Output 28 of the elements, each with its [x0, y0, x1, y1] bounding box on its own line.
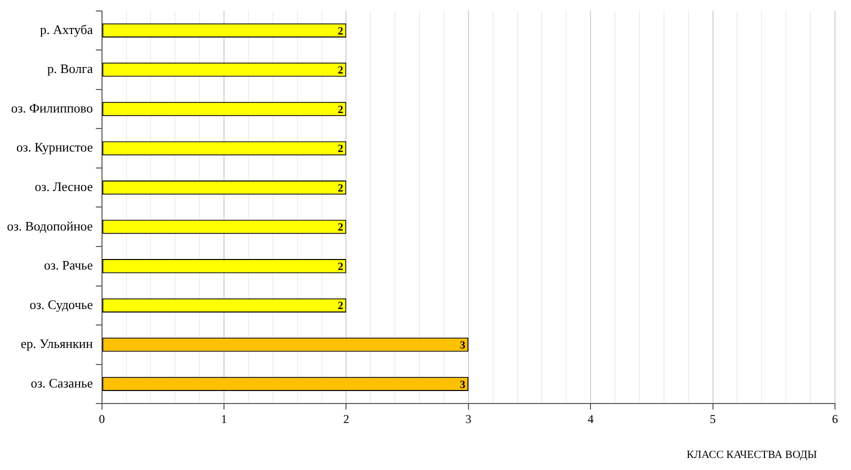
y-tick-label: оз. Филиппово [11, 100, 93, 116]
data-label: 2 [338, 64, 344, 77]
y-tick-label: оз. Сазанье [30, 375, 94, 390]
data-label: 2 [338, 143, 344, 156]
x-tick-label: 1 [221, 412, 228, 426]
x-tick-label: 5 [710, 412, 716, 426]
data-label: 2 [338, 25, 344, 38]
y-tick-label: оз. Курнистое [16, 140, 94, 155]
data-label: 2 [338, 222, 344, 234]
y-tick-label: оз. Водопойное [6, 218, 94, 234]
data-label: 3 [460, 378, 466, 391]
x-tick-label: 3 [465, 412, 472, 426]
x-tick-label: 0 [98, 412, 105, 426]
data-label: 2 [338, 260, 344, 273]
data-label: 2 [338, 104, 344, 116]
y-tick-label: оз. Рачье [44, 258, 94, 273]
y-tick-label: р. Волга [47, 61, 94, 76]
data-label: 2 [338, 300, 344, 312]
data-label: 3 [460, 340, 466, 352]
x-tick-label: 2 [343, 412, 350, 426]
y-tick-label: оз. Судочье [30, 296, 94, 312]
data-label: 2 [338, 182, 344, 194]
y-tick-label: р. Ахтуба [40, 22, 94, 37]
x-axis-title: КЛАСС КАЧЕСТВА ВОДЫ [686, 448, 818, 461]
x-tick-label: 4 [588, 412, 594, 426]
y-tick-label: ер. Ульянкин [20, 336, 93, 352]
x-tick-label: 6 [832, 412, 838, 426]
y-tick-label: оз. Лесное [34, 178, 94, 194]
